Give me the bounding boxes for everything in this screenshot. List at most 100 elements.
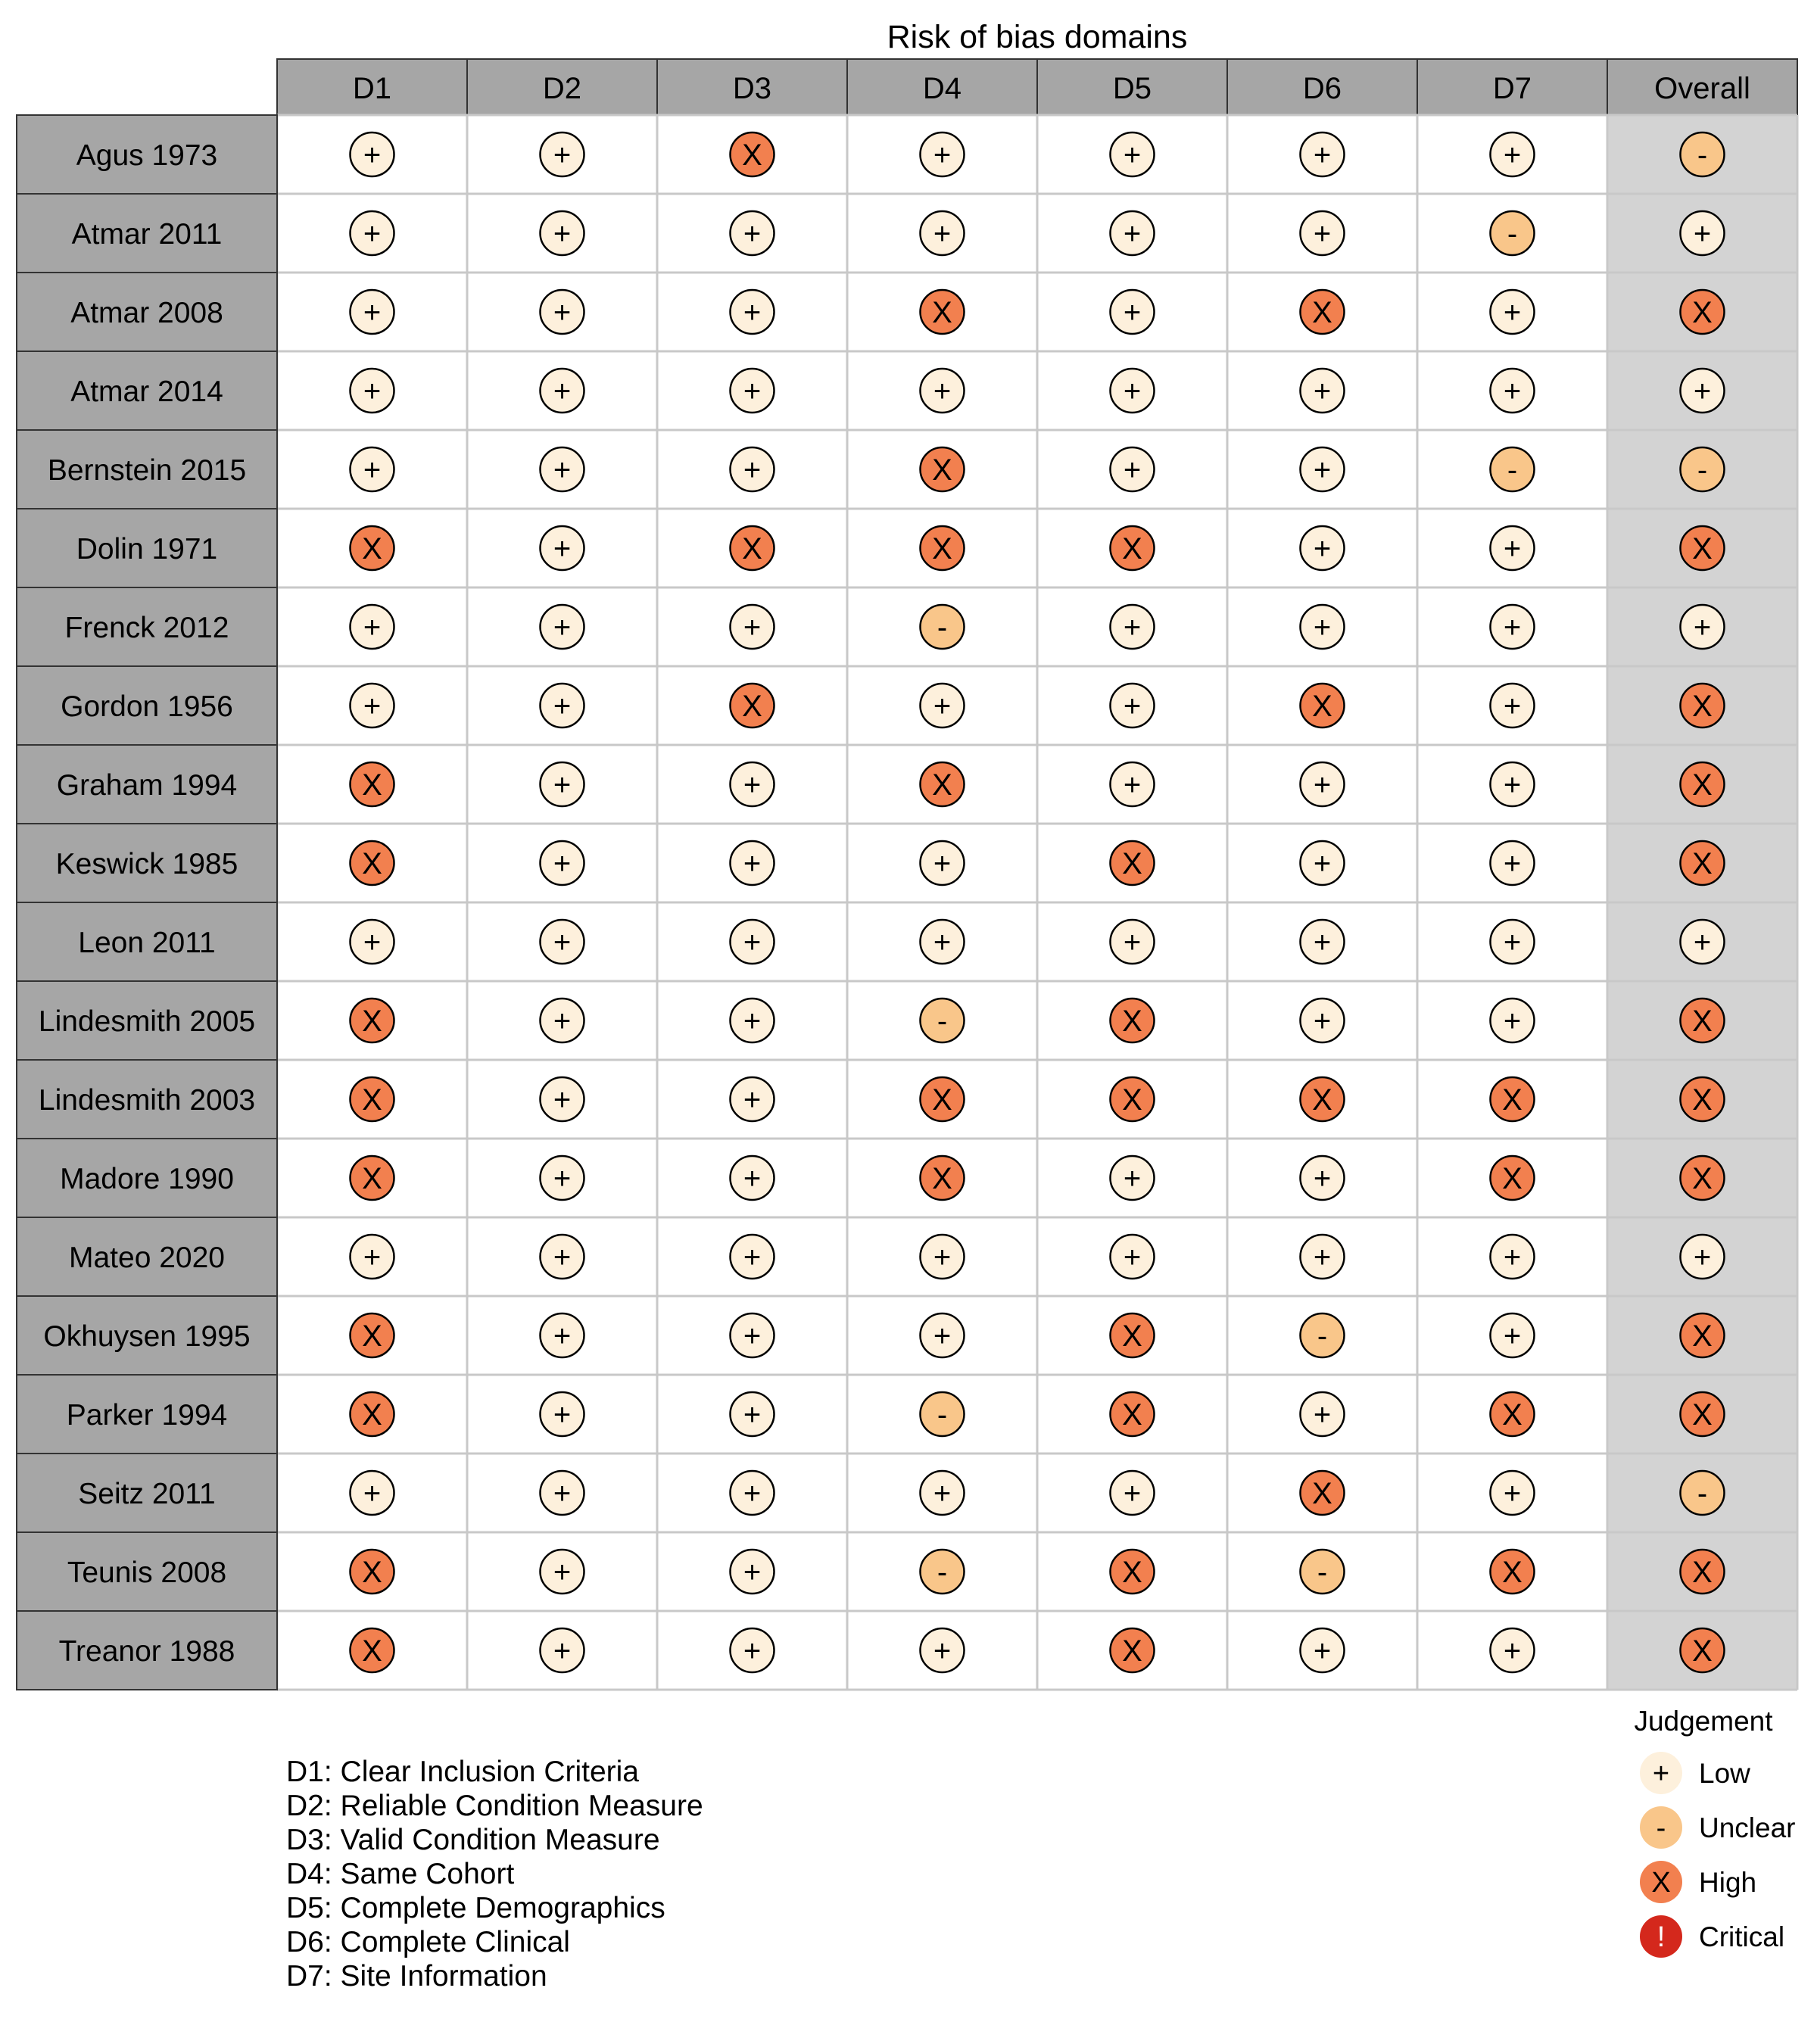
study-label: Seitz 2011 <box>78 1478 215 1510</box>
judgement-symbol: + <box>1124 1477 1141 1510</box>
judgement-symbol: + <box>1124 296 1141 329</box>
judgement-symbol: X <box>1122 1005 1142 1038</box>
judgement-symbol: + <box>553 611 571 644</box>
judgement-symbol: X <box>932 453 952 487</box>
judgement-circle <box>1489 997 1535 1044</box>
column-header-label: D3 <box>733 72 771 105</box>
judgement-symbol: + <box>933 1477 951 1510</box>
judgement-circle <box>539 1076 585 1123</box>
judgement-circle <box>1489 1076 1535 1123</box>
judgement-symbol: + <box>553 1005 571 1038</box>
judgement-symbol: + <box>553 1398 571 1432</box>
judgement-symbol: X <box>362 1398 382 1432</box>
judgement-mark-low: + <box>919 131 965 178</box>
judgement-circle <box>1109 603 1155 650</box>
judgement-symbol: + <box>743 453 761 487</box>
judgement-circle <box>1679 1154 1725 1201</box>
study-label: Leon 2011 <box>78 927 215 959</box>
judgement-symbol: + <box>1504 1320 1521 1353</box>
judgement-circle <box>349 761 395 808</box>
judgement-symbol: + <box>743 611 761 644</box>
judgement-symbol: X <box>932 532 952 566</box>
judgement-symbol: + <box>933 375 951 408</box>
legend-item-critical: ! Critical <box>1640 1915 1784 1958</box>
study-label-cell <box>16 587 278 667</box>
judgement-mark-low: + <box>1299 446 1345 493</box>
judgement-circle <box>1109 131 1155 178</box>
judgement-circle <box>919 1548 965 1595</box>
judgement-circle <box>1679 1548 1725 1595</box>
judgement-circle <box>349 1391 395 1438</box>
judgement-symbol: X <box>1692 1162 1713 1195</box>
judgement-mark-high: X <box>349 1627 395 1674</box>
judgement-symbol: X <box>1312 296 1332 329</box>
judgement-circle <box>1489 288 1535 335</box>
judgement-mark-low: + <box>729 1076 775 1123</box>
judgement-circle <box>539 1154 585 1201</box>
judgement-symbol: X <box>1122 1398 1142 1432</box>
judgement-symbol: + <box>1314 768 1331 802</box>
judgement-circle <box>1299 1233 1345 1280</box>
judgement-circle <box>1299 525 1345 572</box>
judgement-circle <box>1489 603 1535 650</box>
column-header-cell <box>846 58 1038 116</box>
judgement-circle <box>919 1154 965 1201</box>
judgement-circle <box>1679 1627 1725 1674</box>
judgement-circle <box>1109 1391 1155 1438</box>
judgement-symbol: + <box>553 690 571 723</box>
judgement-circle <box>1109 1548 1155 1595</box>
judgement-circle <box>1679 288 1725 335</box>
judgement-symbol: + <box>933 690 951 723</box>
judgement-mark-high: X <box>1299 288 1345 335</box>
judgement-circle <box>349 1076 395 1123</box>
judgement-mark-low: + <box>539 1627 585 1674</box>
column-header-label: Overall <box>1654 72 1750 105</box>
judgement-mark-high: X <box>1679 1627 1725 1674</box>
judgement-symbol: + <box>1314 139 1331 172</box>
judgement-mark-high: X <box>1679 1548 1725 1595</box>
judgement-symbol: X <box>1312 1083 1332 1117</box>
judgement-mark-low: + <box>1679 367 1725 414</box>
judgement-symbol: + <box>743 1241 761 1274</box>
judgement-mark-low: + <box>1489 761 1535 808</box>
judgement-circle <box>1679 1391 1725 1438</box>
judgement-circle <box>539 1312 585 1359</box>
judgement-mark-high: X <box>349 1391 395 1438</box>
judgement-circle <box>1489 525 1535 572</box>
judgement-circle <box>919 1312 965 1359</box>
judgement-circle <box>539 210 585 257</box>
judgement-mark-low: + <box>729 288 775 335</box>
judgement-circle <box>539 761 585 808</box>
judgement-circle <box>1109 1233 1155 1280</box>
judgement-mark-low: + <box>729 1154 775 1201</box>
judgement-mark-unclear: - <box>919 1391 965 1438</box>
judgement-circle <box>1299 682 1345 729</box>
study-label-cell <box>16 193 278 273</box>
study-label-cell <box>16 508 278 588</box>
judgement-symbol: - <box>1507 217 1517 251</box>
judgement-symbol: X <box>1122 1320 1142 1353</box>
judgement-circle <box>349 1312 395 1359</box>
judgement-mark-low: + <box>1489 918 1535 965</box>
judgement-circle <box>1299 840 1345 886</box>
judgement-mark-low: + <box>1679 1233 1725 1280</box>
judgement-circle <box>1489 446 1535 493</box>
judgement-mark-high: X <box>1489 1391 1535 1438</box>
judgement-symbol: X <box>1122 1634 1142 1668</box>
judgement-circle <box>539 1469 585 1516</box>
domain-definition: D3: Valid Condition Measure <box>286 1824 660 1856</box>
judgement-mark-low: + <box>729 367 775 414</box>
judgement-circle <box>1109 840 1155 886</box>
judgement-circle <box>1299 1469 1345 1516</box>
judgement-mark-low: + <box>729 761 775 808</box>
judgement-circle <box>1299 367 1345 414</box>
column-header-label: D2 <box>543 72 581 105</box>
judgement-circle <box>729 1076 775 1123</box>
judgement-symbol: + <box>743 1162 761 1195</box>
judgement-mark-unclear: - <box>1489 446 1535 493</box>
judgement-circle <box>1489 1154 1535 1201</box>
judgement-symbol: X <box>1692 532 1713 566</box>
judgement-mark-low: + <box>1109 1154 1155 1201</box>
judgement-symbol: + <box>553 453 571 487</box>
judgement-circle <box>349 682 395 729</box>
